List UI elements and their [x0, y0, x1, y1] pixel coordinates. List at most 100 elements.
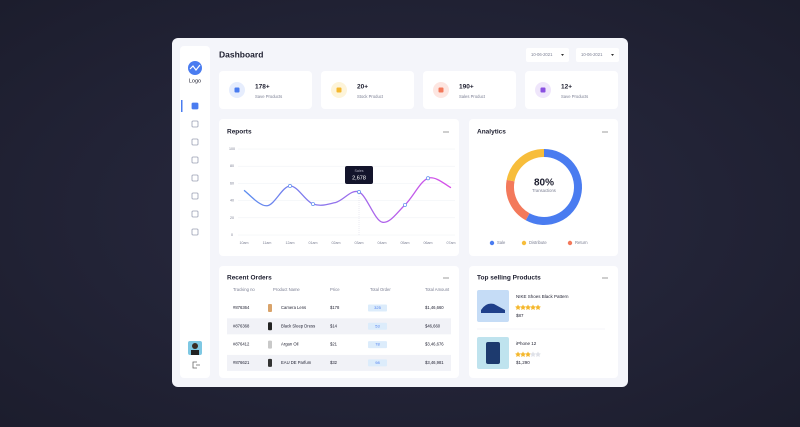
- x-tick-label: 02am: [332, 241, 341, 245]
- column-header: Total Order: [370, 287, 391, 292]
- order-count: 53: [375, 323, 380, 328]
- menu-dot: [606, 131, 608, 133]
- y-tick-label: 40: [230, 199, 234, 203]
- cell: $32: [330, 360, 338, 365]
- point-marker[interactable]: [311, 202, 315, 206]
- product-thumb: [268, 340, 272, 349]
- menu-dot: [604, 277, 606, 279]
- product-name: NIKE Shoes Black Pattern: [516, 294, 569, 299]
- star: [535, 304, 541, 310]
- column-header: Tracking no: [233, 287, 255, 292]
- date-picker[interactable]: [576, 48, 619, 62]
- legend-label: Return: [575, 240, 588, 245]
- row-stripe: [227, 318, 451, 335]
- star: [520, 304, 526, 310]
- menu-dot: [606, 277, 608, 279]
- avatar-face: [192, 343, 198, 349]
- point-marker[interactable]: [426, 176, 430, 181]
- product-price: $1,290: [516, 360, 530, 365]
- tooltip-value: 2,678: [352, 175, 366, 181]
- star: [530, 304, 536, 310]
- legend-swatch: [489, 240, 495, 246]
- order-badge: [368, 359, 387, 367]
- date-text: 10-06-2021: [581, 52, 603, 57]
- stat-value: 20+: [357, 84, 368, 91]
- cell: #876368: [233, 323, 250, 328]
- stat-card: [423, 71, 516, 109]
- stat-card: [525, 71, 618, 109]
- cell: $1,46,660: [425, 305, 444, 310]
- y-tick-label: 80: [230, 164, 234, 168]
- nav-icon[interactable]: [191, 174, 199, 182]
- stat-label: Save Products: [561, 94, 588, 99]
- cell: #876621: [233, 360, 250, 365]
- analytics-card: [469, 119, 618, 256]
- y-tick-label: 100: [229, 147, 235, 151]
- date-picker[interactable]: [526, 48, 569, 62]
- legend-swatch: [567, 240, 573, 246]
- order-count: 78: [375, 342, 380, 347]
- stat-label: Save Products: [255, 94, 282, 99]
- legend-label: Sale: [497, 240, 506, 245]
- order-count: 325: [374, 305, 381, 310]
- product-thumb: [268, 358, 272, 367]
- card-title: Top selling Products: [477, 275, 541, 282]
- cell: $3,46,676: [425, 342, 444, 347]
- nav-icon[interactable]: [191, 156, 199, 164]
- cell: #876412: [233, 342, 250, 347]
- legend-label: Distribute: [529, 240, 547, 245]
- nav-icon[interactable]: [191, 228, 199, 236]
- point-marker[interactable]: [288, 184, 292, 188]
- cell: Black Sleep Dress: [281, 323, 315, 328]
- nav-icon[interactable]: [191, 120, 199, 128]
- star: [515, 351, 521, 357]
- stat-icon: [438, 87, 444, 93]
- star: [535, 351, 541, 357]
- x-tick-label: 05am: [401, 241, 410, 245]
- product-name: iPhone 12: [516, 341, 537, 346]
- tooltip-label: Sales: [355, 169, 364, 173]
- stat-icon: [336, 87, 342, 93]
- row-stripe: [227, 354, 451, 371]
- x-tick-label: 04am: [378, 241, 387, 245]
- point-marker[interactable]: [403, 202, 407, 207]
- stat-label: Sales Product: [459, 94, 486, 99]
- logout-icon[interactable]: [192, 361, 200, 369]
- order-count: 98: [375, 360, 380, 365]
- menu-dot: [443, 131, 445, 133]
- x-tick-label: 01am: [309, 241, 318, 245]
- nav-icon[interactable]: [191, 102, 199, 110]
- menu-dot: [447, 131, 449, 133]
- y-tick-label: 0: [231, 233, 233, 237]
- x-tick-label: 12am: [286, 241, 295, 245]
- caret: [611, 54, 614, 56]
- cell: Camera Lens: [281, 305, 306, 310]
- card-title: Reports: [227, 129, 252, 136]
- star: [515, 304, 521, 310]
- donut-segment: [525, 149, 582, 225]
- column-header: Total Amount: [425, 287, 450, 292]
- nav-icon[interactable]: [191, 192, 199, 200]
- cell: #876364: [233, 305, 250, 310]
- donut-label: Transactions: [532, 188, 556, 193]
- menu-dot: [604, 131, 606, 133]
- donut-value: 80%: [534, 178, 554, 189]
- x-tick-label: 03am: [355, 241, 364, 245]
- tooltip: [345, 166, 373, 184]
- menu-dot: [445, 277, 447, 279]
- nav-icon[interactable]: [191, 210, 199, 218]
- stat-card: [219, 71, 312, 109]
- stat-value: 178+: [255, 84, 270, 91]
- menu-dot: [443, 277, 445, 279]
- nav-icon[interactable]: [191, 138, 199, 146]
- caret: [561, 54, 564, 56]
- x-tick-label: 06am: [424, 241, 433, 245]
- x-tick-label: 11am: [263, 241, 272, 245]
- product-price: $87: [516, 313, 524, 318]
- cell: $21: [330, 342, 338, 347]
- x-tick-label: 10am: [240, 241, 249, 245]
- stat-icon: [234, 87, 240, 93]
- star: [525, 304, 531, 310]
- avatar-body: [191, 350, 199, 355]
